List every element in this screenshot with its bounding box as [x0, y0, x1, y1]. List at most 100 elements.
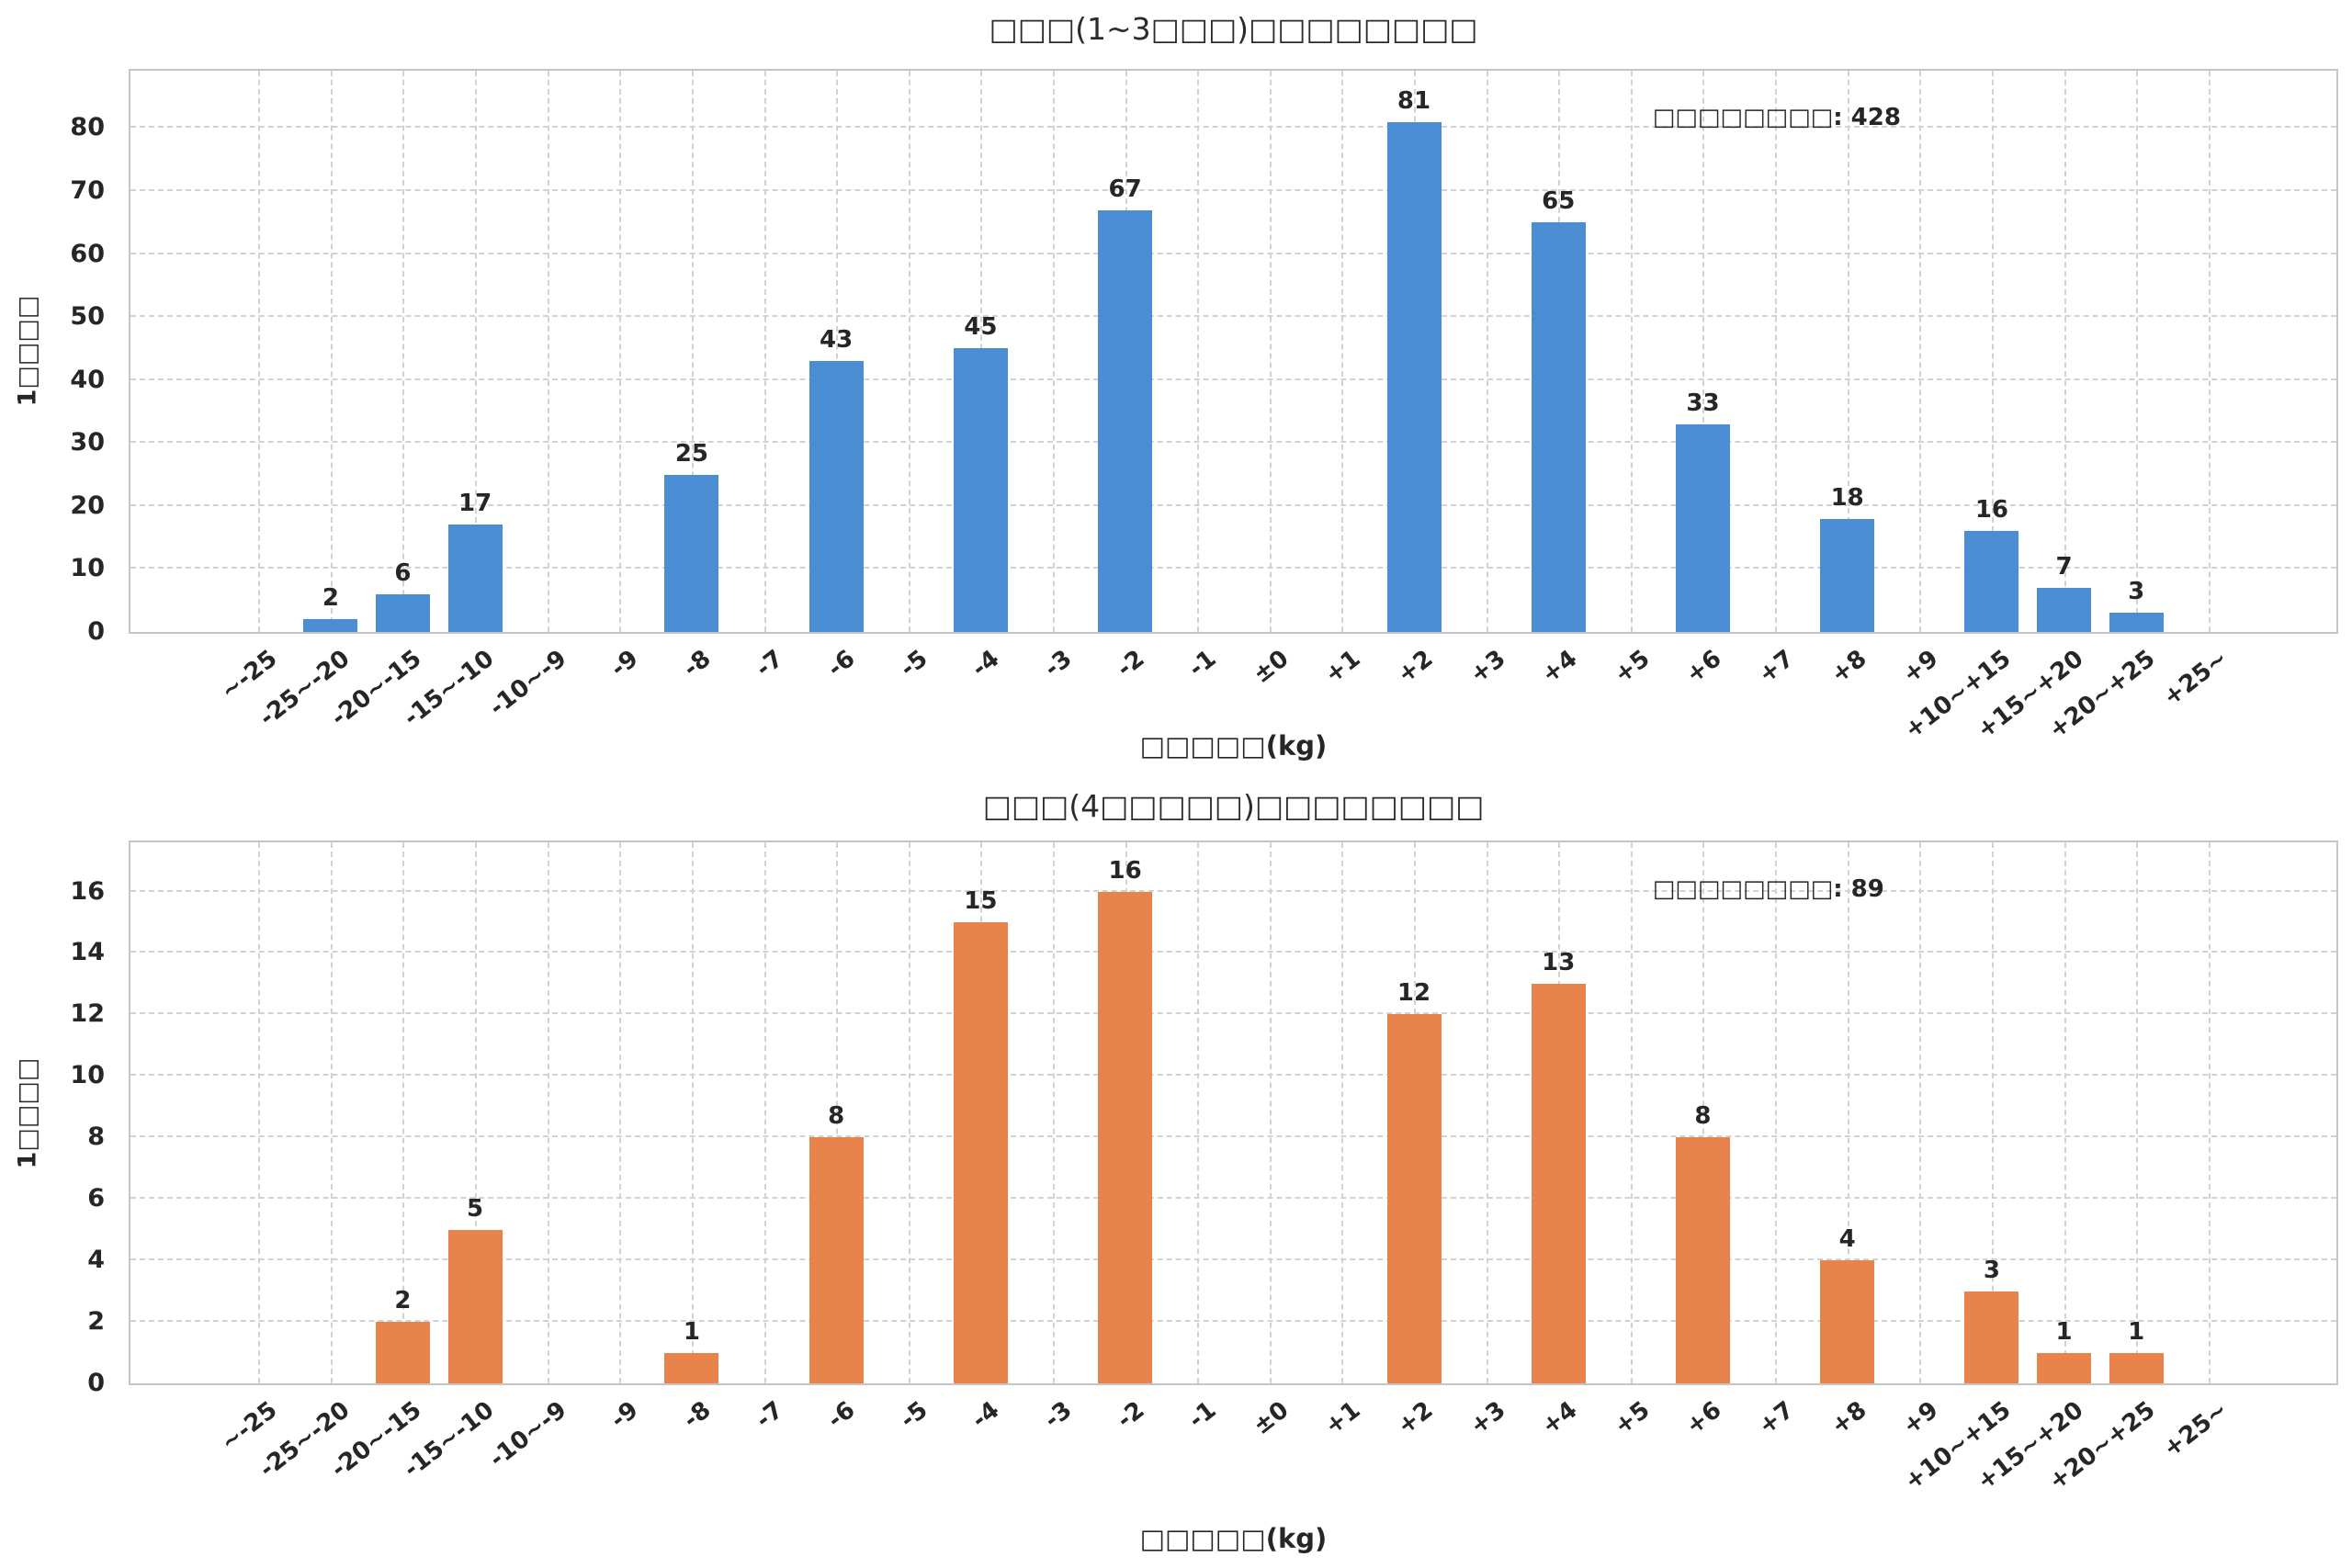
gridline-vertical — [2064, 71, 2066, 632]
gridline-vertical — [547, 71, 549, 632]
bar-value-label: 12 — [1396, 979, 1431, 1008]
bar — [303, 619, 358, 632]
bar — [376, 593, 430, 632]
y-tick-label: 0 — [87, 617, 105, 646]
bar — [808, 361, 864, 632]
x-axis-label: □□□□□(kg) — [1139, 730, 1328, 761]
bar-value-label: 8 — [1694, 1102, 1712, 1131]
x-tick-label: +3 — [1464, 1396, 1511, 1441]
gridline-vertical — [2136, 71, 2139, 632]
gridline-vertical — [1269, 71, 1272, 632]
bar — [808, 1137, 864, 1383]
x-tick-label: +2 — [1392, 1396, 1439, 1441]
x-tick-label: -7 — [750, 1396, 789, 1435]
gridline-vertical — [330, 842, 333, 1383]
chart-title: □□□(4□□□□□)□□□□□□□□ — [982, 788, 1485, 824]
gridline-vertical — [836, 71, 839, 632]
gridline-horizontal — [130, 1074, 2336, 1077]
gridline-horizontal — [130, 889, 2336, 892]
x-tick-label: -10~-9 — [483, 645, 572, 722]
y-tick-label: 14 — [70, 938, 105, 967]
bar-value-label: 6 — [394, 558, 412, 587]
bar-value-label: 13 — [1542, 948, 1576, 976]
gridline-vertical — [836, 842, 839, 1383]
y-tick-label: 12 — [70, 999, 105, 1029]
x-tick-label: -4 — [967, 645, 1005, 683]
bar-value-label: 4 — [1838, 1225, 1856, 1254]
gridline-vertical — [1486, 71, 1488, 632]
gridline-vertical — [691, 842, 694, 1383]
x-tick-label: -4 — [967, 1396, 1005, 1435]
bar-value-label: 16 — [1108, 856, 1142, 885]
y-tick-label: 70 — [70, 175, 105, 205]
gridline-horizontal — [130, 1012, 2336, 1015]
gridline-vertical — [1775, 71, 1778, 632]
bar — [664, 474, 719, 632]
gridline-vertical — [1919, 842, 1922, 1383]
bar — [447, 1229, 503, 1383]
gridline-horizontal — [130, 315, 2336, 318]
y-tick-label: 2 — [87, 1307, 105, 1337]
y-tick-label: 10 — [70, 554, 105, 583]
y-tick-label: 80 — [70, 113, 105, 142]
gridline-vertical — [1052, 842, 1055, 1383]
x-tick-label: +8 — [1826, 1396, 1872, 1441]
chart-title: □□□(1~3□□□)□□□□□□□□ — [989, 11, 1478, 47]
gridline-horizontal — [130, 126, 2336, 129]
y-tick-label: 4 — [87, 1246, 105, 1275]
x-tick-label: +4 — [1536, 1396, 1583, 1441]
gridline-horizontal — [130, 378, 2336, 380]
bar — [1098, 209, 1153, 632]
plot-area: □□□□□□□□: 428 0 10 20 30 40 50 60 70 80 ~-25 -25~-… — [70, 69, 2338, 744]
bar — [953, 922, 1008, 1383]
gridline-vertical — [1197, 71, 1200, 632]
gridline-vertical — [1991, 71, 1994, 632]
x-tick-label: -7 — [750, 645, 789, 683]
gridline-vertical — [1486, 842, 1488, 1383]
gridline-vertical — [1269, 842, 1272, 1383]
bar-value-label: 25 — [674, 439, 708, 468]
total-count-annotation: □□□□□□□□: 428 — [1652, 104, 1901, 131]
x-tick-label: +6 — [1681, 1396, 1727, 1441]
x-tick-label: +25~ — [2157, 645, 2233, 712]
bar-value-label: 5 — [467, 1194, 484, 1223]
bar — [1531, 222, 1586, 632]
bar — [1386, 121, 1442, 632]
bar-value-label: 1 — [683, 1317, 700, 1346]
x-tick-label: -6 — [822, 645, 861, 683]
x-tick-label: -8 — [678, 1396, 717, 1435]
bar — [1675, 1137, 1730, 1383]
gridline-vertical — [2064, 842, 2066, 1383]
gridline-vertical — [1991, 842, 1994, 1383]
gridline-vertical — [908, 842, 910, 1383]
y-tick-label: 16 — [70, 876, 105, 906]
gridline-horizontal — [130, 503, 2336, 506]
x-tick-label: -2 — [1111, 1396, 1150, 1435]
bar-value-label: 16 — [1974, 496, 2008, 525]
gridline-vertical — [1775, 842, 1778, 1383]
gridline-horizontal — [130, 1197, 2336, 1200]
x-tick-label: ±0 — [1248, 1396, 1295, 1441]
gridline-vertical — [763, 71, 766, 632]
x-tick-label: -3 — [1039, 1396, 1078, 1435]
x-tick-label: +7 — [1753, 1396, 1800, 1441]
gridline-vertical — [330, 71, 333, 632]
gridline-vertical — [1630, 71, 1633, 632]
y-tick-label: 40 — [70, 365, 105, 394]
gridline-vertical — [475, 842, 478, 1383]
x-tick-label: +1 — [1319, 645, 1366, 690]
gridline-vertical — [547, 842, 549, 1383]
bar — [2109, 1352, 2164, 1383]
y-tick-label: 50 — [70, 302, 105, 332]
bar — [1820, 1260, 1875, 1383]
gridline-horizontal — [130, 1258, 2336, 1261]
x-tick-label: +25~ — [2157, 1396, 2233, 1463]
bar-value-label: 1 — [2128, 1317, 2145, 1346]
gridline-horizontal — [130, 567, 2336, 570]
y-tick-label: 60 — [70, 239, 105, 268]
bar — [1531, 983, 1586, 1383]
x-axis-label: □□□□□(kg) — [1139, 1523, 1328, 1554]
y-tick-label: 20 — [70, 491, 105, 520]
x-tick-label: +3 — [1464, 645, 1511, 690]
x-tick-label: +9 — [1897, 645, 1944, 690]
